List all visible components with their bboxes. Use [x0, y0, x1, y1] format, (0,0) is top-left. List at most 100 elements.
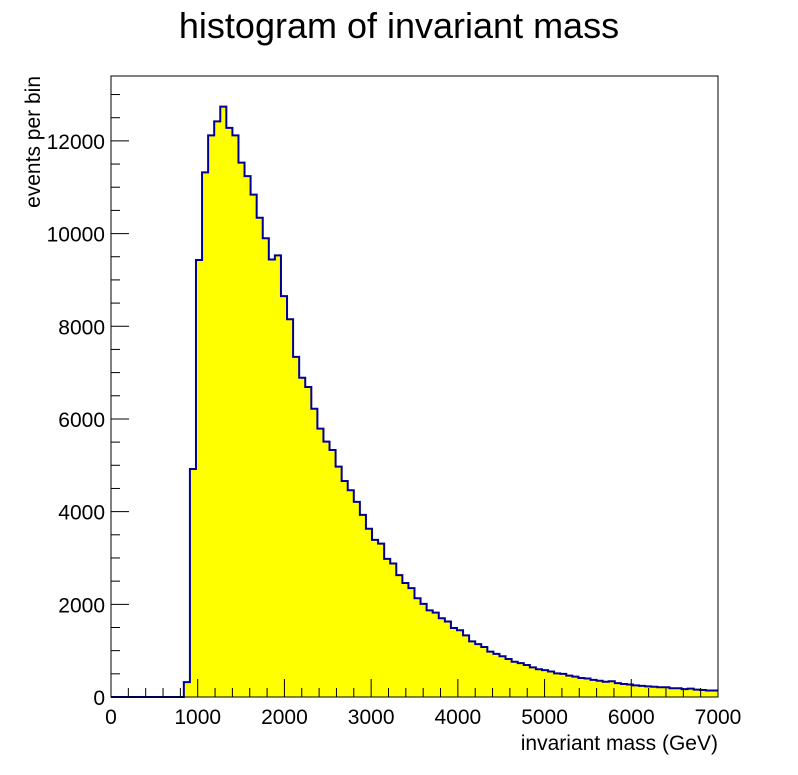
histogram-bin: [414, 598, 421, 697]
plot-area: [111, 105, 719, 698]
x-tick-label: 1000: [174, 706, 221, 729]
histogram-bin: [602, 681, 610, 697]
histogram-bin: [626, 684, 634, 697]
histogram-bin: [280, 296, 288, 697]
y-axis: 0 2000 4000 6000 8000 10000 12000: [47, 94, 129, 710]
histogram-bin: [335, 466, 343, 697]
histogram-bin: [402, 582, 409, 697]
histogram-bin: [299, 377, 306, 697]
histogram-bin: [481, 646, 488, 697]
histogram-bin: [456, 630, 464, 697]
histogram-bin: [681, 689, 689, 697]
histogram-bin: [572, 676, 579, 697]
histogram-bin: [620, 684, 628, 697]
histogram-bin: [493, 653, 500, 697]
histogram-bin: [614, 683, 622, 697]
histogram-bin: [517, 663, 525, 697]
histogram-bin: [317, 428, 324, 697]
histogram-bin: [450, 627, 458, 697]
histogram-bin: [189, 468, 197, 697]
histogram-bin: [596, 680, 604, 697]
histogram-bin: [578, 677, 585, 697]
histogram-bin: [365, 528, 373, 697]
y-axis-label: events per bin: [22, 76, 45, 208]
y-tick-label: 6000: [58, 409, 105, 432]
histogram-bin: [669, 688, 676, 697]
histogram-bin: [420, 603, 428, 697]
histogram-bin: [687, 688, 695, 697]
histogram-bin: [195, 259, 203, 697]
x-tick-label: 0: [105, 706, 117, 729]
histogram-bin: [214, 121, 221, 697]
x-tick-label: 5000: [521, 706, 568, 729]
histogram-outline: [111, 105, 718, 698]
histogram-bin: [305, 386, 312, 697]
x-tick-label: 7000: [695, 706, 742, 729]
histogram-bin: [232, 135, 239, 697]
histogram-bin: [548, 671, 555, 697]
histogram-bin: [554, 673, 561, 697]
histogram-bin: [444, 621, 452, 697]
histogram-bin: [372, 539, 379, 697]
histogram-bin: [705, 690, 713, 697]
histogram-bin: [287, 319, 294, 697]
histogram-bin: [535, 669, 543, 697]
histogram-bin: [560, 673, 567, 697]
histogram-bin: [329, 449, 336, 697]
histogram-bin: [341, 481, 349, 697]
y-tick-label: 4000: [58, 502, 105, 525]
histogram-bin: [590, 679, 597, 697]
histogram-bin: [432, 612, 440, 697]
x-tick-label: 6000: [608, 706, 655, 729]
histogram-bin: [220, 106, 227, 698]
x-axis-label: invariant mass (GeV): [521, 732, 718, 755]
histogram-bin: [250, 194, 258, 698]
histogram-bin: [505, 658, 513, 697]
histogram-bin: [639, 685, 646, 697]
histogram-bin: [438, 618, 446, 697]
histogram-bin: [274, 255, 282, 697]
histogram-bin: [408, 588, 415, 697]
histogram-bin: [475, 644, 482, 697]
x-tick-label: 3000: [348, 706, 395, 729]
histogram-bin: [511, 661, 519, 697]
histogram-bin: [608, 681, 616, 697]
histogram-bin: [463, 635, 470, 697]
histogram-bin: [487, 651, 494, 697]
histogram-bin: [657, 687, 664, 697]
histogram-bin: [633, 685, 640, 697]
histogram-bin: [426, 610, 434, 697]
histogram-bin: [256, 217, 264, 697]
histogram-bin: [293, 356, 300, 697]
histogram-bin: [523, 665, 531, 697]
histogram-bin: [378, 543, 385, 697]
histogram-bin: [311, 408, 318, 697]
y-tick-label: 8000: [58, 316, 105, 339]
histogram-bin: [675, 688, 682, 697]
histogram-bin: [262, 238, 270, 698]
histogram-bin: [347, 490, 355, 697]
histogram-bin: [499, 656, 506, 697]
y-tick-label: 10000: [47, 224, 105, 247]
histogram-bin: [584, 678, 591, 697]
y-tick-label: 0: [93, 687, 105, 710]
histogram-bin: [244, 176, 252, 697]
histogram-bin: [226, 127, 233, 697]
plot-frame: [110, 75, 719, 698]
histogram-bin: [651, 686, 658, 697]
x-axis: 0 1000 2000 3000 4000 5000 6000 7000: [105, 679, 741, 729]
histogram-bin: [353, 501, 361, 697]
histogram-bin: [268, 259, 276, 697]
x-tick-label: 4000: [434, 706, 481, 729]
histogram-bin: [469, 641, 476, 697]
histogram-bin: [693, 689, 701, 697]
x-tick-label: 2000: [261, 706, 308, 729]
histogram-bin: [396, 575, 403, 697]
histogram-bin: [699, 690, 707, 697]
histogram-bin: [390, 563, 397, 697]
histogram-bin: [566, 675, 573, 697]
histogram-bin: [541, 670, 549, 697]
histogram-bin: [359, 514, 367, 697]
histogram-bin: [384, 558, 391, 697]
